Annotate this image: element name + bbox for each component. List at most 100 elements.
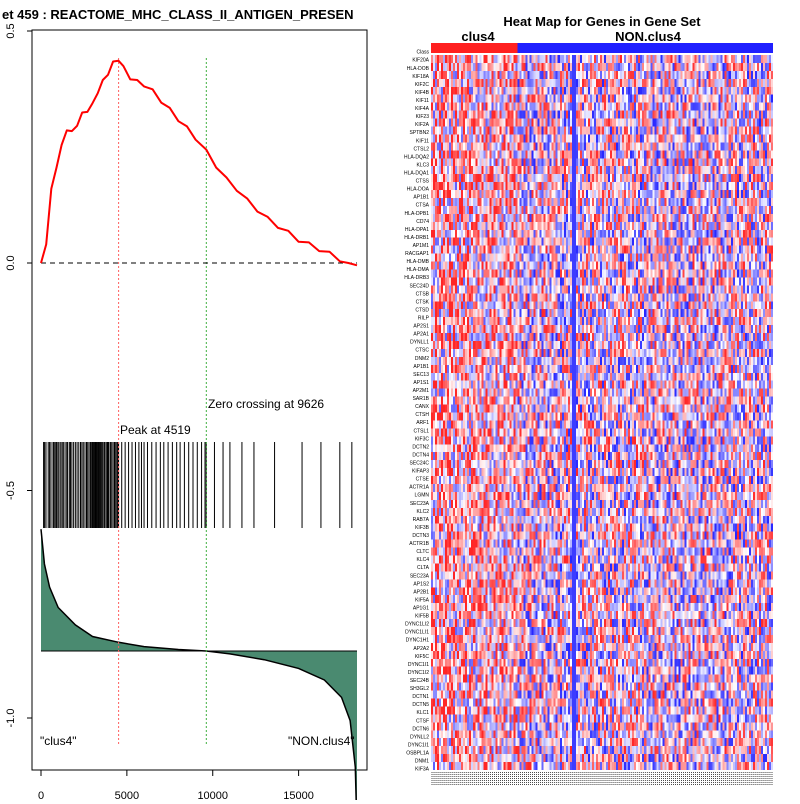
gene-label: KIF4A [415,106,430,112]
gene-label: DNM2 [415,356,429,362]
gene-label: RILP [418,315,430,321]
gene-label: AP1B1 [413,195,429,201]
x-axis: 0 5000 10000 15000 [38,770,314,802]
ranked-metric-profile [40,529,358,804]
gene-label: DNM1 [415,759,429,765]
gene-label: HLA-DRB3 [404,275,429,281]
gene-label: KIF4B [415,90,430,96]
peak-label: Peak at 4519 [120,423,191,437]
gene-label: KIF23 [416,114,430,120]
heatmap-title: Heat Map for Genes in Gene Set [503,14,701,29]
gene-label: DYNC1I1 [408,662,429,668]
gene-label: DYNC1I1 [408,742,429,748]
es-path [40,59,358,267]
gene-label: SEC24D [410,283,430,289]
gene-label: KIF3C [415,436,430,442]
gene-label: KIF2A [415,122,430,128]
gene-label: DYNC1I2 [408,670,429,676]
gene-label: KIF3B [415,525,430,531]
zero-crossing-label: Zero crossing at 9626 [208,397,324,411]
gene-label: AP1S1 [413,380,429,386]
gene-label: KIF20A [412,58,429,64]
gene-label: Class [416,50,429,56]
gene-label: AP2B1 [413,589,429,595]
gene-label: KLC1 [416,710,429,716]
heatmap-image [431,55,773,770]
gene-label: DCTN2 [412,444,429,450]
heatmap-panel: Heat Map for Genes in Gene Set clus4 NON… [404,14,773,786]
gene-label: SAR1B [413,396,430,402]
class-b-bar [517,43,773,53]
gene-label: KLC3 [416,162,429,168]
gene-label: SEC23A [410,573,430,579]
gene-label: DYNLL2 [410,734,429,740]
gene-label: HLA-DQA2 [404,154,429,160]
gene-label: DCTN5 [412,702,429,708]
gene-label: SEC24B [410,678,430,684]
gene-label: HLA-DOA [407,187,430,193]
left-class-label: "clus4" [40,734,77,748]
gene-label: HLA-DMB [406,259,429,265]
gene-label: DYNC1LI2 [405,622,429,628]
gene-label: AP2A1 [413,332,429,338]
gene-labels: Class KIF20A HLA-DOB KIF18A KIF2C KIF4B KIF11 K… [404,50,430,773]
gene-label: ACTR1A [409,485,429,491]
gene-label: HLA-DOB [407,66,430,72]
gene-label: DYNC1LI1 [405,630,429,636]
gene-label: CTSL2 [413,146,429,152]
gene-label: KIF11 [416,98,429,104]
x-tick-label: 15000 [283,790,314,800]
gene-label: KLC4 [416,557,429,563]
gene-label: CTSE [416,477,430,483]
enrichment-plot-panel: et 459 : REACTOME_MHC_CLASS_II_ANTIGEN_P… [2,7,368,804]
gene-label: KIF2C [415,82,430,88]
gene-label: AP1B1 [413,364,429,370]
column-labels [431,772,773,786]
y-tick-label: -1.0 [5,709,17,728]
gene-label: AP2S1 [413,324,429,330]
gene-label: HLA-DPA1 [405,227,429,233]
gene-label: CTSF [416,718,429,724]
gene-label: CTSK [416,299,430,305]
right-class-label: "NON.clus4" [288,734,355,748]
gene-label: KIFAP3 [412,469,429,475]
x-tick-label: 0 [38,790,44,800]
gene-label: RAB7A [413,517,430,523]
marker-lines [41,58,357,745]
x-tick-label: 5000 [115,790,139,800]
enrichment-score-curve [40,59,358,267]
gene-label: CD74 [416,219,429,225]
gene-label: CTSH [415,412,429,418]
y-tick-label: 0.0 [5,255,17,270]
enrichment-plot-title: et 459 : REACTOME_MHC_CLASS_II_ANTIGEN_P… [2,7,354,22]
heatmap-class-b-label: NON.clus4 [615,29,682,44]
gene-label: AP2M1 [413,388,430,394]
gene-label: CTSS [416,179,430,185]
gene-label: KIF5A [415,597,430,603]
gene-label: SH3GL2 [410,686,429,692]
gene-label: AP2A2 [413,646,429,652]
gene-label: RACGAP1 [405,251,429,257]
y-tick-label: -0.5 [5,481,17,500]
gene-label: DYNLL1 [410,340,429,346]
plot-frame [31,29,368,771]
gene-label: DCTN3 [412,533,429,539]
gene-label: HLA-DRB1 [404,235,429,241]
gene-label: CTSD [415,307,429,313]
gene-label: HLA-DMA [406,267,429,273]
gene-label: KLC2 [416,509,429,515]
gene-label: AP1G1 [413,605,429,611]
gene-hit-ticks [43,442,353,528]
gene-label: ACTR1B [409,541,429,547]
metric-curve [40,529,358,804]
gene-label: CTSL1 [413,428,429,434]
gene-label: SEC23A [410,501,430,507]
y-axis: -1.0 -0.5 0.0 0.5 [5,23,32,727]
gene-label: CLTC [416,549,429,555]
metric-area [41,529,357,804]
heatmap-class-a-label: clus4 [461,29,495,44]
gene-label: CLTA [417,565,430,571]
gene-label: HLA-DQA1 [404,170,429,176]
gene-label: KIF3A [415,767,430,773]
gene-label: DYNC1H1 [406,638,430,644]
